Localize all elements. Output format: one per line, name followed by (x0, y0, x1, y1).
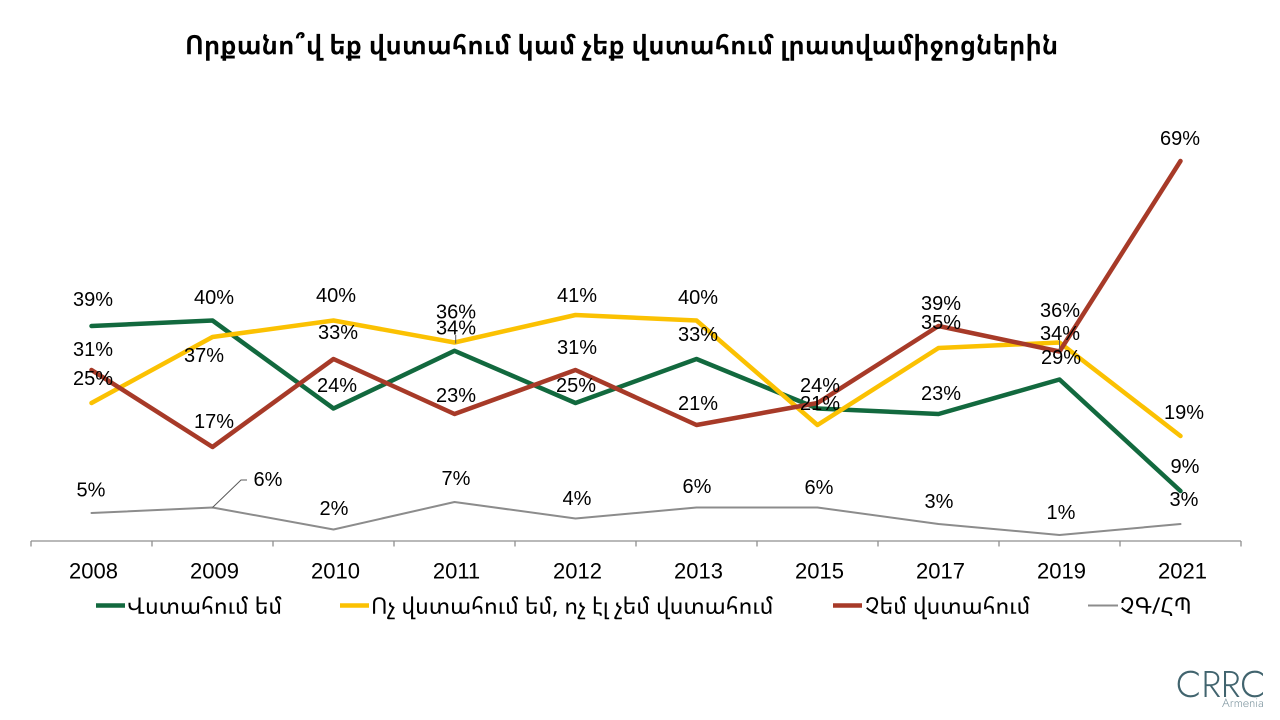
svg-text:39%: 39% (73, 289, 113, 311)
svg-text:23%: 23% (436, 385, 476, 407)
svg-text:37%: 37% (184, 345, 224, 367)
svg-text:1%: 1% (1047, 502, 1076, 524)
svg-text:2021: 2021 (1158, 559, 1207, 584)
svg-text:34%: 34% (1040, 323, 1080, 345)
svg-text:25%: 25% (73, 368, 113, 390)
svg-text:6%: 6% (805, 477, 834, 499)
svg-text:21%: 21% (678, 393, 718, 415)
svg-text:36%: 36% (1040, 300, 1080, 322)
svg-text:39%: 39% (921, 293, 961, 315)
svg-text:2019: 2019 (1037, 559, 1086, 584)
svg-text:69%: 69% (1160, 128, 1200, 150)
svg-text:36%: 36% (436, 302, 476, 324)
svg-text:25%: 25% (556, 375, 596, 397)
svg-text:31%: 31% (73, 339, 113, 361)
svg-text:2008: 2008 (69, 559, 118, 584)
svg-text:40%: 40% (678, 287, 718, 309)
svg-text:35%: 35% (921, 312, 961, 334)
svg-text:41%: 41% (557, 285, 597, 307)
svg-text:5%: 5% (77, 480, 106, 502)
svg-text:3%: 3% (1170, 489, 1199, 511)
svg-text:2012: 2012 (553, 559, 602, 584)
svg-text:6%: 6% (683, 476, 712, 498)
svg-text:19%: 19% (1164, 402, 1204, 424)
svg-text:2%: 2% (320, 498, 349, 520)
svg-text:21%: 21% (800, 393, 840, 415)
svg-text:2015: 2015 (795, 559, 844, 584)
svg-text:34%: 34% (436, 318, 476, 340)
svg-text:24%: 24% (317, 375, 357, 397)
svg-text:7%: 7% (442, 468, 471, 490)
svg-text:31%: 31% (557, 337, 597, 359)
svg-text:17%: 17% (194, 411, 234, 433)
svg-text:2013: 2013 (674, 559, 723, 584)
svg-text:24%: 24% (800, 375, 840, 397)
svg-text:23%: 23% (921, 383, 961, 405)
svg-text:33%: 33% (318, 322, 358, 344)
svg-text:29%: 29% (1041, 347, 1081, 369)
svg-text:40%: 40% (316, 285, 356, 307)
svg-text:40%: 40% (194, 287, 234, 309)
svg-text:3%: 3% (925, 491, 954, 513)
svg-text:9%: 9% (1171, 456, 1200, 478)
svg-text:2010: 2010 (311, 559, 360, 584)
svg-text:33%: 33% (678, 324, 718, 346)
svg-text:2017: 2017 (916, 559, 965, 584)
svg-text:4%: 4% (563, 488, 592, 510)
svg-text:6%: 6% (254, 469, 283, 491)
svg-text:2009: 2009 (190, 559, 239, 584)
svg-text:2011: 2011 (433, 559, 480, 584)
